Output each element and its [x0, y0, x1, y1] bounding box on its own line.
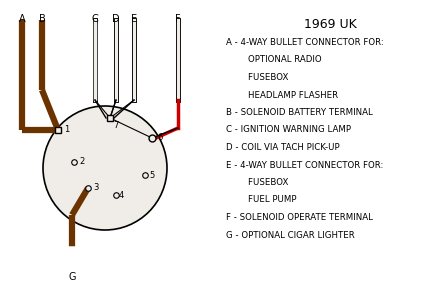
Text: C - IGNITION WARNING LAMP: C - IGNITION WARNING LAMP: [226, 125, 351, 135]
Text: E: E: [131, 14, 137, 24]
Text: 2: 2: [79, 158, 84, 166]
Text: FUSEBOX: FUSEBOX: [226, 178, 288, 187]
Text: A - 4-WAY BULLET CONNECTOR FOR:: A - 4-WAY BULLET CONNECTOR FOR:: [226, 38, 384, 47]
Text: B: B: [39, 14, 45, 24]
Text: HEADLAMP FLASHER: HEADLAMP FLASHER: [226, 91, 338, 99]
Text: F: F: [175, 14, 181, 24]
Text: C: C: [91, 14, 99, 24]
Text: FUEL PUMP: FUEL PUMP: [226, 196, 297, 205]
Text: 4: 4: [119, 190, 124, 200]
Text: 3: 3: [93, 184, 99, 192]
Text: G: G: [68, 272, 76, 282]
Text: B - SOLENOID BATTERY TERMINAL: B - SOLENOID BATTERY TERMINAL: [226, 108, 373, 117]
Text: OPTIONAL RADIO: OPTIONAL RADIO: [226, 56, 321, 64]
Text: D: D: [112, 14, 120, 24]
Text: 7: 7: [113, 121, 119, 130]
Text: F - SOLENOID OPERATE TERMINAL: F - SOLENOID OPERATE TERMINAL: [226, 213, 373, 222]
Text: A: A: [19, 14, 25, 24]
Text: 6: 6: [157, 133, 163, 142]
Text: 1969 UK: 1969 UK: [304, 18, 357, 31]
Text: FUSEBOX: FUSEBOX: [226, 73, 288, 82]
Text: E - 4-WAY BULLET CONNECTOR FOR:: E - 4-WAY BULLET CONNECTOR FOR:: [226, 160, 383, 170]
Circle shape: [43, 106, 167, 230]
Text: D - COIL VIA TACH PICK-UP: D - COIL VIA TACH PICK-UP: [226, 143, 340, 152]
Text: 1: 1: [64, 125, 69, 135]
Text: 5: 5: [149, 170, 154, 180]
Text: G - OPTIONAL CIGAR LIGHTER: G - OPTIONAL CIGAR LIGHTER: [226, 231, 355, 239]
